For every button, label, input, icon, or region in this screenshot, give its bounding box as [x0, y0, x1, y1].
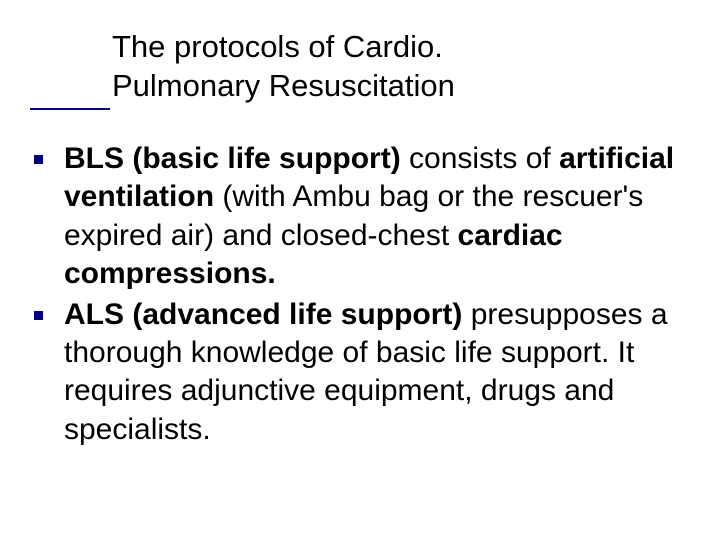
bullet-item-1: BLS (basic life support) consists of art… [30, 140, 710, 294]
text-run: ALS (advanced life support) [64, 298, 471, 331]
slide-title: The protocols of Cardio. Pulmonary Resus… [112, 28, 672, 106]
text-run: BLS (basic life support) [64, 142, 409, 175]
bullet-item-2: ALS (advanced life support) presupposes … [30, 296, 710, 450]
text-run: consists of [409, 142, 559, 175]
title-line-2: Pulmonary Resuscitation [112, 67, 672, 106]
title-line-1: The protocols of Cardio. [112, 28, 672, 67]
title-underline [30, 108, 110, 110]
body-text: BLS (basic life support) consists of art… [30, 140, 710, 451]
square-bullet-icon [34, 155, 43, 164]
square-bullet-icon [34, 311, 43, 320]
